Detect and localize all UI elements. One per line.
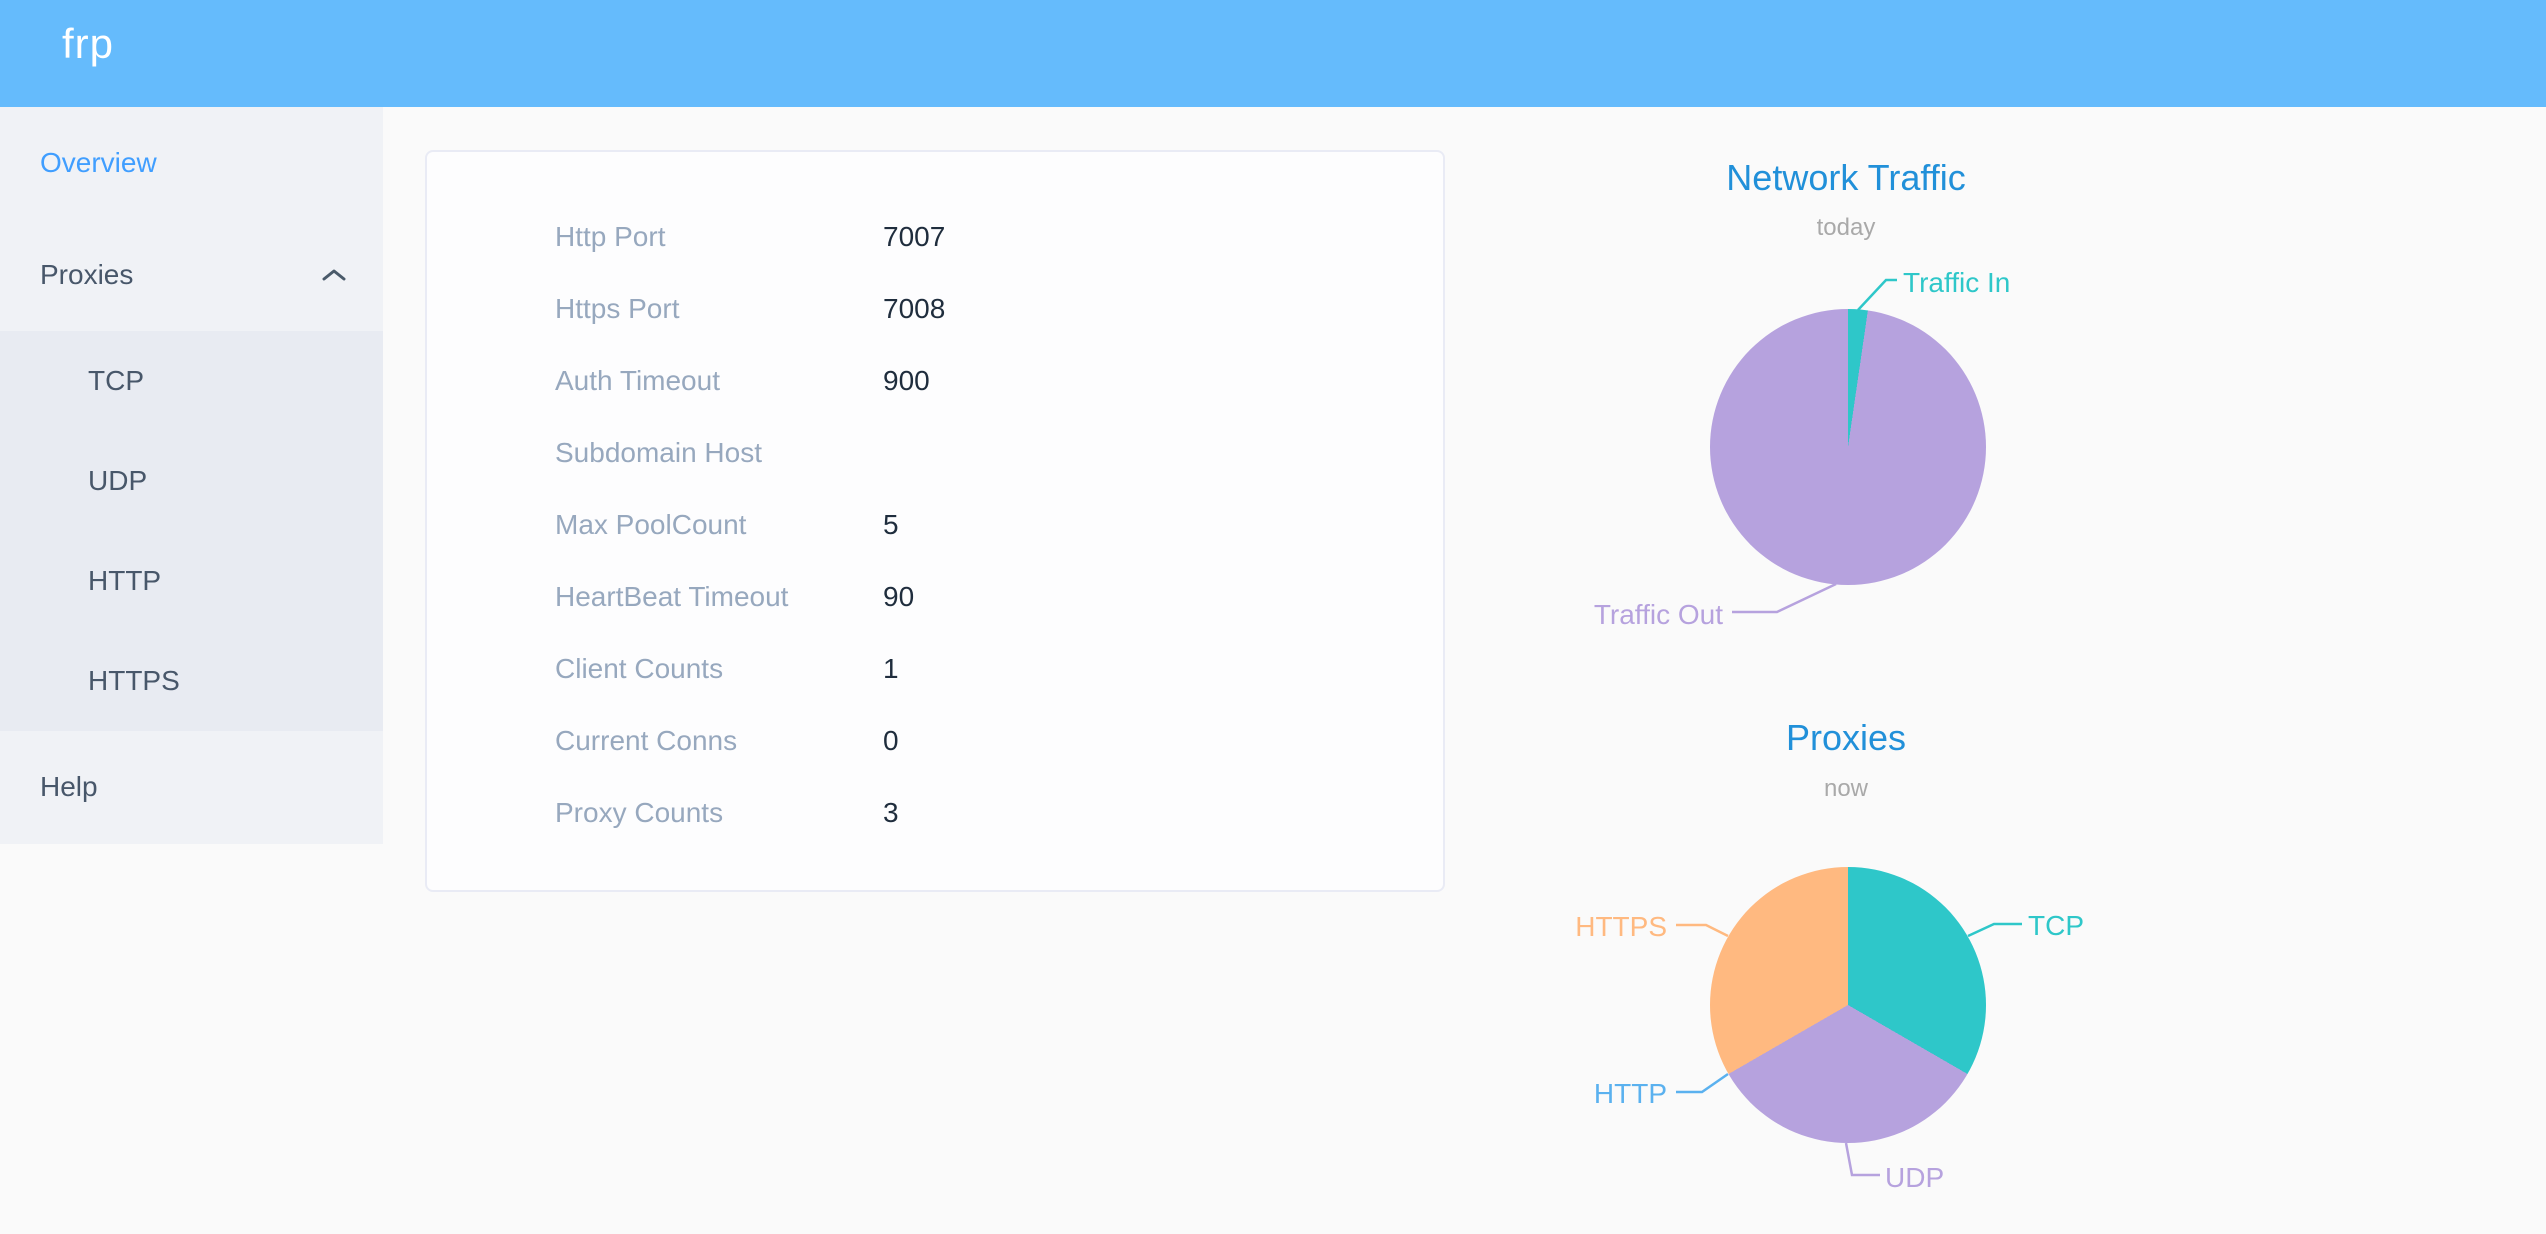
sidebar-item-udp-label: UDP [88,465,148,496]
server-info-card: Http Port 7007 Https Port 7008 Auth Timeou… [425,150,1445,892]
sidebar-item-overview[interactable]: Overview [0,107,383,219]
proxies-chart-subtitle: now [1823,775,1869,802]
network-traffic-chart-subtitle: today [1816,214,1876,241]
row-value: 90 [883,581,915,612]
pie-label-https: HTTPS [1575,911,1667,942]
pie-label-udp: UDP [1885,1162,1945,1193]
table-row: HeartBeat Timeout 90 [427,561,1443,633]
network-traffic-pie-chart[interactable] [1710,309,1986,585]
row-label: Subdomain Host [555,437,763,468]
row-label: Https Port [555,293,680,324]
frp-logo: frp [62,20,115,67]
row-label: HeartBeat Timeout [555,581,789,612]
app-header: frp [0,0,2546,107]
row-value: 900 [883,365,930,396]
pie-label-http: HTTP [1593,1078,1667,1109]
row-value: 0 [883,725,899,756]
row-value: 5 [883,509,899,540]
pie-label-tcp: TCP [2028,910,2084,941]
pie-label-traffic-out: Traffic Out [1593,599,1723,630]
row-value: 7007 [883,221,946,252]
sidebar: Overview Proxies TCP UDP HTTP HTTPS Help [0,107,383,844]
sidebar-item-overview-label: Overview [40,147,157,178]
row-value: 7008 [883,293,946,324]
sidebar-item-proxies[interactable]: Proxies [0,219,383,331]
row-label: Proxy Counts [555,797,724,828]
sidebar-item-tcp-label: TCP [88,365,144,396]
network-traffic-chart-title: Network Traffic [1726,157,1966,198]
sidebar-item-http-label: HTTP [88,565,162,596]
sidebar-item-tcp[interactable]: TCP [0,331,383,431]
sidebar-item-help-label: Help [40,771,98,802]
row-label: Http Port [555,221,666,252]
row-label: Client Counts [555,653,724,684]
sidebar-item-udp[interactable]: UDP [0,431,383,531]
proxies-pie-chart[interactable] [1710,867,1986,1143]
table-row: Proxy Counts 3 [427,777,1443,849]
sidebar-proxies-submenu: TCP UDP HTTP HTTPS [0,331,383,731]
sidebar-item-https-label: HTTPS [88,665,180,696]
row-value: 3 [883,797,899,828]
table-row: Max PoolCount 5 [427,489,1443,561]
proxies-chart-title: Proxies [1785,717,1907,758]
sidebar-item-https[interactable]: HTTPS [0,631,383,731]
table-row: Client Counts 1 [427,633,1443,705]
chevron-up-icon [321,267,347,283]
table-row: Http Port 7007 [427,201,1443,273]
server-info-table: Http Port 7007 Https Port 7008 Auth Timeou… [427,201,1443,849]
row-label: Auth Timeout [555,365,720,396]
sidebar-item-help[interactable]: Help [0,731,383,843]
row-label: Current Conns [555,725,738,756]
table-row: Subdomain Host [427,417,1443,489]
sidebar-item-http[interactable]: HTTP [0,531,383,631]
row-label: Max PoolCount [555,509,747,540]
table-row: Auth Timeout 900 [427,345,1443,417]
sidebar-item-proxies-label: Proxies [40,259,134,290]
table-row: Https Port 7008 [427,273,1443,345]
row-value: 1 [883,653,899,684]
pie-label-traffic-in: Traffic In [1903,267,2011,298]
table-row: Current Conns 0 [427,705,1443,777]
